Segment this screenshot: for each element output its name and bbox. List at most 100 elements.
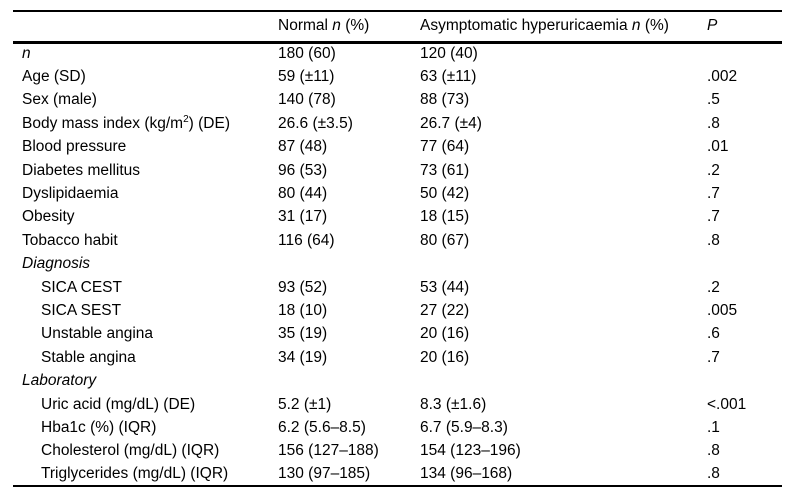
- row-label: Blood pressure: [22, 138, 127, 156]
- hyperuricaemia-value: [420, 369, 707, 392]
- p-value: .2: [707, 278, 720, 296]
- p-value: .8: [707, 114, 720, 132]
- normal-value: 18 (10): [278, 301, 328, 319]
- p-value: .002: [707, 68, 738, 86]
- hyperuricaemia-value: 26.7 (±4): [420, 114, 482, 132]
- hyperuricaemia-value: 88 (73): [420, 91, 470, 109]
- normal-value: [278, 369, 420, 392]
- table-row: Body mass index (kg/m2) (DE) 26.6 (±3.5) 2…: [13, 112, 782, 135]
- normal-value: 87 (48): [278, 138, 328, 156]
- table-row: Stable angina 34 (19) 20 (16) .7: [13, 346, 782, 369]
- table-row: Cholesterol (mg/dL) (IQR) 156 (127–188) 15…: [13, 440, 782, 463]
- row-label: Age (SD): [22, 68, 86, 86]
- table-row: Obesity 31 (17) 18 (15) .7: [13, 206, 782, 229]
- p-value: .005: [707, 301, 738, 319]
- normal-value: 130 (97–185): [278, 465, 371, 483]
- hyperuricaemia-value: 6.7 (5.9–8.3): [420, 418, 508, 436]
- table-header: Normal n (%) Asymptomatic hyperuricaemia …: [13, 11, 782, 42]
- row-label: Laboratory: [22, 372, 97, 390]
- table-row: n 180 (60) 120 (40): [13, 42, 782, 65]
- p-value: .5: [707, 91, 720, 109]
- hyperuricaemia-value: 134 (96–168): [420, 465, 513, 483]
- normal-value: 80 (44): [278, 185, 328, 203]
- table-row: Unstable angina 35 (19) 20 (16) .6: [13, 323, 782, 346]
- row-label: Unstable angina: [41, 325, 154, 343]
- table-row: Sex (male) 140 (78) 88 (73) .5: [13, 89, 782, 112]
- p-value: [707, 253, 782, 276]
- table-row: Blood pressure 87 (48) 77 (64) .01: [13, 136, 782, 159]
- column-header: Normal n (%): [278, 17, 370, 35]
- normal-value: 31 (17): [278, 208, 328, 226]
- table-row: Diagnosis: [13, 253, 782, 276]
- table-row: Tobacco habit 116 (64) 80 (67) .8: [13, 229, 782, 252]
- row-label: Diagnosis: [22, 255, 91, 273]
- p-value: .2: [707, 161, 720, 179]
- patient-characteristics-table: Normal n (%) Asymptomatic hyperuricaemia …: [13, 10, 782, 488]
- row-label: Body mass index (kg/m2) (DE): [22, 113, 230, 132]
- table-row: Diabetes mellitus 96 (53) 73 (61) .2: [13, 159, 782, 182]
- hyperuricaemia-value: 53 (44): [420, 278, 470, 296]
- row-label: Uric acid (mg/dL) (DE): [41, 395, 196, 413]
- hyperuricaemia-value: 50 (42): [420, 185, 470, 203]
- p-value: .7: [707, 208, 720, 226]
- table-row: Dyslipidaemia 80 (44) 50 (42) .7: [13, 182, 782, 205]
- normal-value: [278, 253, 420, 276]
- table-row: SICA SEST 18 (10) 27 (22) .005: [13, 299, 782, 322]
- hyperuricaemia-value: 8.3 (±1.6): [420, 395, 487, 413]
- p-value: [707, 42, 782, 65]
- column-header: P: [707, 17, 718, 35]
- table-body: n 180 (60) 120 (40) Age (SD) 59 (±11) 63 (±11…: [13, 42, 782, 486]
- column-header: [13, 11, 278, 42]
- row-label: SICA CEST: [41, 278, 122, 296]
- row-label: Sex (male): [22, 91, 97, 109]
- hyperuricaemia-value: 18 (15): [420, 208, 470, 226]
- normal-value: 180 (60): [278, 45, 336, 63]
- table-row: Triglycerides (mg/dL) (IQR) 130 (97–185) 1…: [13, 463, 782, 486]
- table-row: Laboratory: [13, 369, 782, 392]
- normal-value: 116 (64): [278, 231, 335, 249]
- p-value: .8: [707, 442, 720, 460]
- p-value: .01: [707, 138, 729, 156]
- column-header: Asymptomatic hyperuricaemia n (%): [420, 17, 669, 35]
- hyperuricaemia-value: 20 (16): [420, 348, 470, 366]
- header-row: Normal n (%) Asymptomatic hyperuricaemia …: [13, 11, 782, 42]
- hyperuricaemia-value: 27 (22): [420, 301, 470, 319]
- normal-value: 59 (±11): [278, 68, 335, 86]
- p-value: .7: [707, 185, 720, 203]
- table-container: Normal n (%) Asymptomatic hyperuricaemia …: [13, 10, 782, 488]
- row-label: SICA SEST: [41, 301, 122, 319]
- hyperuricaemia-value: 73 (61): [420, 161, 470, 179]
- normal-value: 93 (52): [278, 278, 328, 296]
- row-label: Hba1c (%) (IQR): [41, 418, 157, 436]
- normal-value: 26.6 (±3.5): [278, 114, 353, 132]
- p-value: .1: [707, 418, 720, 436]
- table-row: Hba1c (%) (IQR) 6.2 (5.6–8.5) 6.7 (5.9–8.3…: [13, 416, 782, 439]
- p-value: <.001: [707, 395, 747, 413]
- hyperuricaemia-value: 80 (67): [420, 231, 470, 249]
- normal-value: 156 (127–188): [278, 442, 379, 460]
- hyperuricaemia-value: 77 (64): [420, 138, 470, 156]
- p-value: .7: [707, 348, 720, 366]
- hyperuricaemia-value: 63 (±11): [420, 68, 477, 86]
- p-value: .8: [707, 465, 720, 483]
- hyperuricaemia-value: 20 (16): [420, 325, 470, 343]
- hyperuricaemia-value: 120 (40): [420, 45, 478, 63]
- normal-value: 140 (78): [278, 91, 336, 109]
- p-value: .6: [707, 325, 720, 343]
- row-label: Stable angina: [41, 348, 136, 366]
- row-label: n: [22, 45, 31, 63]
- table-row: Uric acid (mg/dL) (DE) 5.2 (±1) 8.3 (±1.6)…: [13, 393, 782, 416]
- row-label: Diabetes mellitus: [22, 161, 141, 179]
- p-value: [707, 369, 782, 392]
- normal-value: 6.2 (5.6–8.5): [278, 418, 366, 436]
- row-label: Tobacco habit: [22, 231, 118, 249]
- normal-value: 35 (19): [278, 325, 328, 343]
- table-row: SICA CEST 93 (52) 53 (44) .2: [13, 276, 782, 299]
- row-label: Cholesterol (mg/dL) (IQR): [41, 442, 220, 460]
- p-value: .8: [707, 231, 720, 249]
- hyperuricaemia-value: 154 (123–196): [420, 442, 521, 460]
- row-label: Obesity: [22, 208, 75, 226]
- normal-value: 34 (19): [278, 348, 328, 366]
- hyperuricaemia-value: [420, 253, 707, 276]
- normal-value: 96 (53): [278, 161, 328, 179]
